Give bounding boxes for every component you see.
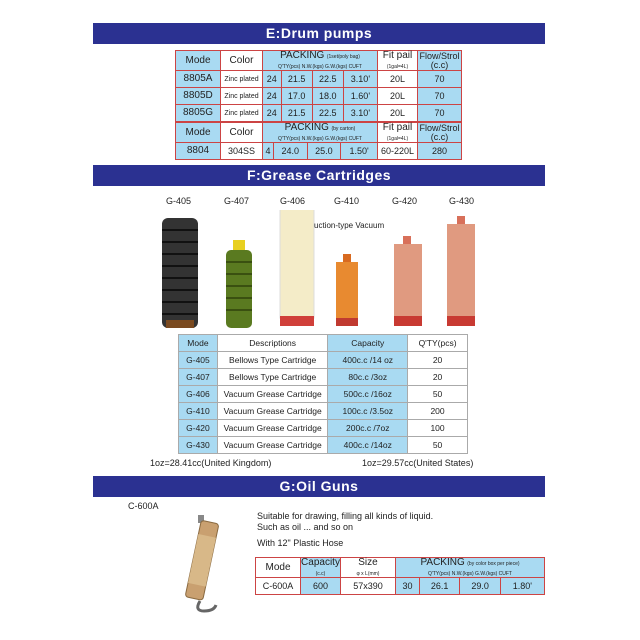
cell-cuft: 1.60' (342, 87, 379, 105)
label-g406: G-406 (280, 196, 306, 206)
cell-gw: 22.5 (311, 104, 344, 122)
cell: Vacuum Grease Cartridge (216, 436, 329, 454)
table-row: G-406 Vacuum Grease Cartridge 500c.c /16oz… (178, 385, 468, 403)
g410-image (336, 254, 358, 326)
note-uk-ounce: 1oz=28.41cc(United Kingdom) (150, 458, 272, 468)
table-row: 8805G Zinc plated 24 21.5 22.5 3.10' 20L 70 (175, 104, 462, 122)
table-row: C-600A 600 57x390 30 26.1 29.0 1.80' (255, 577, 546, 595)
cell: 20 (407, 351, 468, 369)
cell-mode: 8805D (175, 87, 221, 105)
g407-image (226, 240, 252, 328)
grease-cartridge-table: Mode Descriptions Capacity Q'TY(pcs) G-4… (178, 334, 468, 454)
cell-flow: 70 (417, 104, 462, 122)
oil-gun-desc-1: Suitable for drawing, filling all kinds … (257, 511, 434, 521)
cell: G-430 (178, 436, 218, 454)
label-g407: G-407 (224, 196, 250, 206)
label-g430: G-430 (449, 196, 475, 206)
cell-flow: 70 (417, 70, 462, 88)
g406-image (279, 210, 315, 326)
cartridge-images (162, 210, 475, 328)
table-row: 8804 304SS 4 24.0 25.0 1.50' 60-220L 280 (175, 142, 462, 160)
cell: Vacuum Grease Cartridge (216, 419, 329, 437)
oil-gun-table: Mode Capacity (c.c) Size φ x L(mm) PACKING… (255, 557, 546, 595)
cell: 400c.c /14oz (327, 436, 409, 454)
cell-nw: 17.0 (280, 87, 313, 105)
label-c600a: C-600A (128, 501, 159, 511)
section-header-oil-guns: G:Oil Guns (93, 476, 545, 497)
cell-nw: 21.5 (280, 104, 313, 122)
drum-pump-table-1: Mode Color PACKING (1set/poly bag) Q'TY(p… (175, 50, 462, 122)
cell: 100c.c /3.5oz (327, 402, 409, 420)
table-row: G-407 Bellows Type Cartridge 80c.c /3oz 20 (178, 368, 468, 386)
suction-note: suction-type Vacuum (310, 221, 385, 230)
cell: 100 (407, 419, 468, 437)
table-row: G-420 Vacuum Grease Cartridge 200c.c /7oz 1… (178, 419, 468, 437)
label-g410: G-410 (334, 196, 360, 206)
section-header-drum-pumps: E:Drum pumps (93, 23, 545, 44)
cell: 20 (407, 368, 468, 386)
section-header-grease-cartridges: F:Grease Cartridges (93, 165, 545, 186)
g430-image (447, 216, 475, 326)
cell: G-407 (178, 368, 218, 386)
cell: Vacuum Grease Cartridge (216, 402, 329, 420)
cell-mode: 8805G (175, 104, 221, 122)
cell-flow: 70 (417, 87, 462, 105)
cell-qty: 4 (262, 142, 274, 160)
cell-mode: 8805A (175, 70, 221, 88)
table-row: G-430 Vacuum Grease Cartridge 400c.c /14oz… (178, 436, 468, 454)
cell: 200c.c /7oz (327, 419, 409, 437)
oil-gun-hose-note: With 12" Plastic Hose (257, 538, 344, 548)
cell: G-410 (178, 402, 218, 420)
note-us-ounce: 1oz=29.57cc(United States) (362, 458, 474, 468)
oil-gun-image (185, 515, 219, 613)
cell-color: 304SS (220, 142, 263, 160)
cell: 50 (407, 385, 468, 403)
cell-color: Zinc plated (220, 70, 263, 88)
cell-gw: 25.0 (306, 142, 342, 160)
label-g405: G-405 (166, 196, 192, 206)
cell-mode: 8804 (175, 142, 221, 160)
cell: 80c.c /3oz (327, 368, 409, 386)
g420-image (394, 236, 422, 326)
cell: Vacuum Grease Cartridge (216, 385, 329, 403)
table-row: 8805D Zinc plated 24 17.0 18.0 1.60' 20L 70 (175, 87, 462, 105)
label-g420: G-420 (392, 196, 418, 206)
cell: 400c.c /14 oz (327, 351, 409, 369)
cell-qty: 24 (262, 104, 282, 122)
cell: Bellows Type Cartridge (216, 368, 329, 386)
cell-fit: 60-220L (377, 142, 418, 160)
cell: G-406 (178, 385, 218, 403)
cell: 500c.c /16oz (327, 385, 409, 403)
cell-fit: 20L (377, 70, 418, 88)
cell: 200 (407, 402, 468, 420)
cell-cuft: 3.10' (342, 70, 379, 88)
cell: G-405 (178, 351, 218, 369)
table-row: 8805A Zinc plated 24 21.5 22.5 3.10' 20L 70 (175, 70, 462, 88)
drum-pump-table-2: Mode Color PACKING (by carton) Q'TY(pcs) … (175, 122, 462, 160)
cell-gw: 18.0 (311, 87, 344, 105)
cell-nw: 21.5 (280, 70, 313, 88)
cell-nw: 24.0 (272, 142, 308, 160)
cell-gw: 22.5 (311, 70, 344, 88)
table-row: G-410 Vacuum Grease Cartridge 100c.c /3.5o… (178, 402, 468, 420)
cell-fit: 20L (377, 87, 418, 105)
cell-cuft: 3.10' (342, 104, 379, 122)
cell: Bellows Type Cartridge (216, 351, 329, 369)
cell: 50 (407, 436, 468, 454)
cell-qty: 24 (262, 70, 282, 88)
oil-gun-desc-2: Such as oil ... and so on (257, 522, 354, 532)
cell-color: Zinc plated (220, 104, 263, 122)
cell-qty: 24 (262, 87, 282, 105)
cell-color: Zinc plated (220, 87, 263, 105)
cell-fit: 20L (377, 104, 418, 122)
cell: G-420 (178, 419, 218, 437)
table-row: G-405 Bellows Type Cartridge 400c.c /14 oz… (178, 351, 468, 369)
cell-cuft: 1.50' (340, 142, 378, 160)
g405-image (162, 218, 198, 328)
cell-flow: 280 (417, 142, 462, 160)
